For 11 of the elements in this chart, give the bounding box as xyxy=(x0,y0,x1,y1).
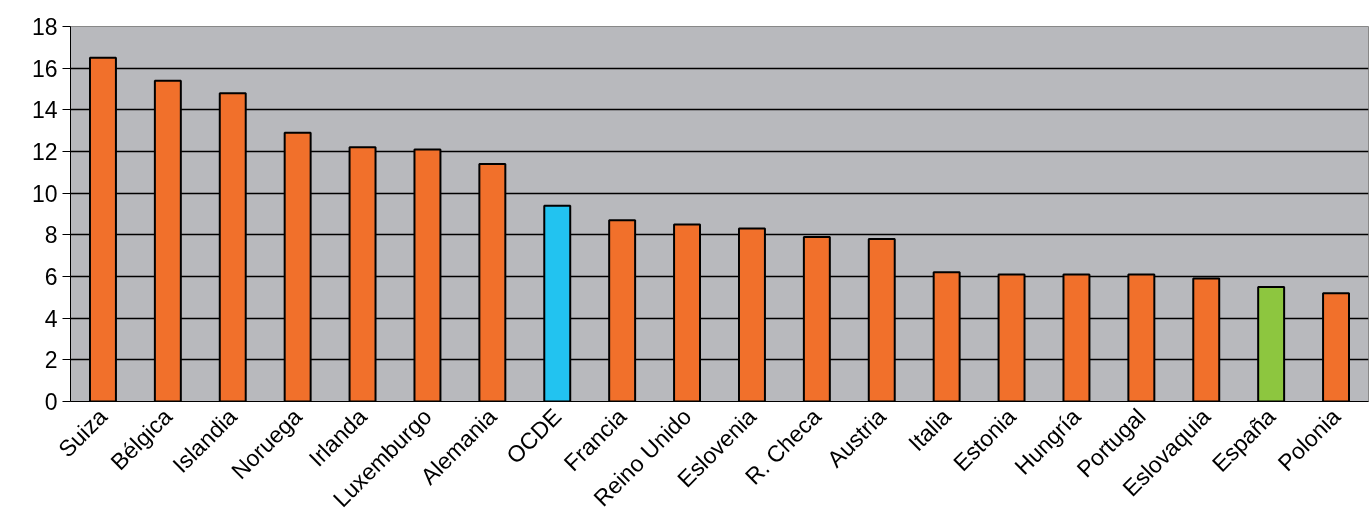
y-tick-label: 10 xyxy=(31,180,58,207)
y-tick-label: 16 xyxy=(31,55,58,82)
y-tick-label: 8 xyxy=(44,222,58,249)
y-tick-label: 4 xyxy=(44,305,58,332)
y-tick-label: 12 xyxy=(31,139,58,165)
y-tick-label: 14 xyxy=(31,97,58,124)
y-tick-label: 18 xyxy=(31,14,58,40)
y-tick-label: 6 xyxy=(44,264,58,290)
y-tick-label: 0 xyxy=(44,389,58,415)
y-tick-label: 2 xyxy=(44,347,58,374)
x-tick-label: Italia xyxy=(903,403,956,457)
